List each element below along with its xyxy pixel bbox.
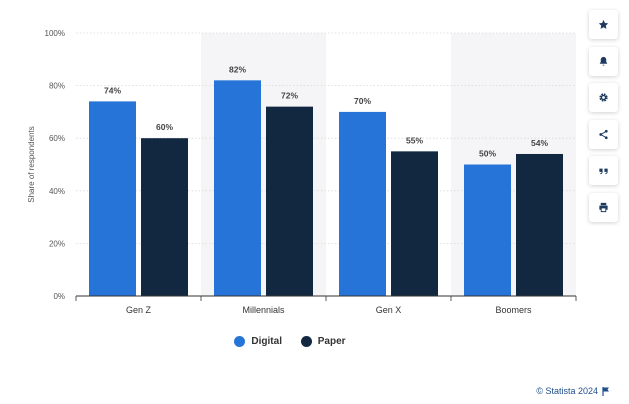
share-button[interactable] <box>589 119 618 149</box>
y-tick-label: 40% <box>49 187 65 196</box>
y-tick-label: 20% <box>49 239 65 248</box>
y-tick-label: 100% <box>45 29 65 38</box>
bar-paper-0[interactable] <box>141 138 188 296</box>
quote-icon <box>599 168 608 175</box>
legend-dot-paper <box>300 336 312 347</box>
x-tick-label: Gen Z <box>126 305 152 315</box>
data-label-paper-3: 54% <box>531 138 548 148</box>
x-tick-label: Gen X <box>376 305 402 315</box>
bell-icon <box>599 56 608 66</box>
notification-button[interactable] <box>589 46 618 76</box>
print-icon <box>599 202 608 212</box>
y-tick-label: 80% <box>49 82 65 91</box>
x-tick-label: Boomers <box>495 305 532 315</box>
data-label-paper-2: 55% <box>406 135 423 145</box>
bar-digital-0[interactable] <box>89 101 136 296</box>
bar-paper-2[interactable] <box>391 151 438 296</box>
legend-item-paper[interactable]: Paper <box>300 336 346 347</box>
flag-icon[interactable] <box>602 386 610 396</box>
bar-digital-1[interactable] <box>214 80 261 296</box>
y-axis-title: Share of respondents <box>27 126 36 203</box>
data-label-digital-0: 74% <box>104 85 121 95</box>
copyright[interactable]: © Statista 2024 <box>536 386 610 396</box>
star-icon <box>598 19 609 29</box>
y-tick-label: 60% <box>49 134 65 143</box>
data-label-paper-0: 60% <box>156 122 173 132</box>
data-label-digital-2: 70% <box>354 96 371 106</box>
data-label-digital-3: 50% <box>479 149 496 159</box>
cite-button[interactable] <box>589 156 618 185</box>
legend: Digital Paper <box>0 336 580 350</box>
legend-item-digital[interactable]: Digital <box>234 336 282 347</box>
data-label-paper-1: 72% <box>281 91 298 101</box>
chart-toolbar <box>589 10 618 229</box>
bar-paper-3[interactable] <box>516 153 563 296</box>
favorite-button[interactable] <box>589 10 618 39</box>
settings-button[interactable] <box>589 83 618 112</box>
bar-digital-2[interactable] <box>339 111 386 297</box>
x-tick-label: Millennials <box>242 305 285 315</box>
gear-icon <box>599 93 608 102</box>
y-tick-label: 0% <box>53 292 65 301</box>
print-button[interactable] <box>589 192 618 222</box>
bar-digital-3[interactable] <box>464 164 511 297</box>
legend-label-digital: Digital <box>251 336 282 347</box>
legend-dot-digital <box>234 336 246 347</box>
copyright-text: © Statista 2024 <box>536 386 598 396</box>
bar-paper-1[interactable] <box>266 106 313 296</box>
share-icon <box>599 129 608 139</box>
data-label-digital-1: 82% <box>229 64 246 74</box>
legend-label-paper: Paper <box>317 336 346 347</box>
